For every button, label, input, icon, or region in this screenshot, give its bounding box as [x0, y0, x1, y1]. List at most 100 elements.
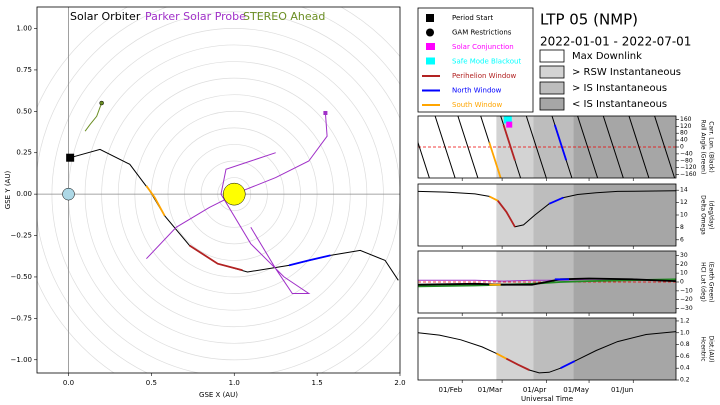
y-tick-label: 10	[680, 212, 688, 219]
series-line	[553, 124, 568, 161]
point	[99, 100, 104, 106]
region	[418, 184, 497, 246]
y-tick-label: 40	[680, 137, 688, 144]
region	[573, 184, 676, 246]
legend-label: Period Start	[452, 14, 493, 22]
title: LTP 05 (NMP)	[540, 11, 638, 29]
plot-frame	[417, 317, 677, 381]
legend-symbol	[426, 43, 435, 50]
series-line	[488, 195, 499, 202]
y-tick-label: 0	[680, 279, 684, 286]
series-line	[288, 254, 331, 267]
y-tick-label: −0.50	[11, 273, 32, 281]
region-swatch	[539, 49, 565, 63]
series-line	[418, 277, 676, 286]
region	[418, 318, 497, 380]
x-tick-label: 01/Mar	[478, 386, 503, 394]
y-tick-label: −10	[680, 287, 693, 294]
legend-box	[417, 7, 534, 113]
series-line	[548, 196, 564, 205]
x-tick-label: 01/Feb	[439, 386, 463, 394]
legend-symbol	[426, 28, 434, 37]
region-label: > RSW Instantaneous	[572, 67, 681, 78]
legend-label: GAM Restrictions	[452, 29, 512, 37]
y-axis-label: (deg/day)	[708, 200, 715, 229]
region-label: > IS Instantaneous	[572, 83, 667, 94]
point	[323, 110, 328, 115]
y-axis-label: GSE Y (AU)	[4, 171, 12, 210]
x-axis-label: Universal Time	[521, 395, 573, 403]
series-line	[488, 142, 502, 178]
series-line	[505, 357, 530, 371]
series-label: Solar Orbiter	[70, 10, 141, 23]
x-tick-label: 01/May	[563, 386, 589, 394]
point	[62, 187, 75, 201]
y-tick-label: −40	[680, 150, 693, 157]
x-axis-label: GSE X (AU)	[199, 391, 238, 399]
series-line	[560, 360, 576, 370]
point	[503, 116, 512, 124]
series-line	[189, 244, 243, 272]
series-line	[495, 352, 507, 360]
series-label: Parker Solar Probe	[145, 10, 246, 23]
x-tick-label: 0.0	[63, 379, 74, 387]
plot-area	[418, 184, 676, 246]
legend-label: North Window	[452, 87, 502, 95]
region-label: < IS Instantaneous	[572, 99, 667, 110]
y-tick-label: 1.2	[680, 317, 690, 324]
region	[533, 184, 574, 246]
y-tick-label: 0.50	[16, 107, 32, 115]
series-line	[146, 112, 328, 294]
y-axis-label: Dist.(AU)	[708, 336, 715, 363]
y-tick-label: −120	[680, 164, 697, 171]
y-tick-label: 0.6	[680, 353, 690, 360]
y-tick-label: 12	[680, 199, 688, 206]
region-swatch	[539, 97, 565, 111]
plot-area	[37, 7, 400, 373]
y-axis-label: Carr. Lon. (Black)	[708, 121, 715, 172]
y-tick-label: 0	[680, 144, 684, 151]
series-line	[502, 124, 516, 161]
region-label: Max Downlink	[572, 51, 642, 62]
y-tick-label: 80	[680, 130, 688, 137]
series-label: STEREO Ahead	[243, 10, 325, 23]
plot-area	[418, 318, 676, 380]
subtitle: 2022-01-01 - 2022-07-01	[540, 35, 691, 49]
x-tick-label: 01/Jun	[611, 386, 633, 394]
y-tick-label: 1.0	[680, 329, 690, 336]
y-tick-label: 30	[680, 252, 688, 259]
series-line	[84, 102, 103, 132]
series-line	[418, 190, 676, 228]
region	[533, 318, 574, 380]
y-tick-label: 160	[680, 116, 692, 123]
y-tick-label: −30	[680, 305, 693, 312]
y-tick-label: 10	[680, 270, 688, 277]
point	[506, 121, 513, 128]
series-line	[418, 331, 676, 374]
y-tick-label: −0.75	[11, 314, 32, 322]
y-tick-label: 0.00	[16, 190, 32, 198]
x-tick-label: 01/Apr	[523, 386, 546, 394]
y-tick-label: 0.2	[680, 377, 690, 384]
x-tick-label: 1.0	[229, 379, 240, 387]
series-line	[145, 185, 166, 217]
y-tick-label: 120	[680, 123, 692, 130]
series-line	[497, 200, 516, 228]
plot-frame	[36, 6, 401, 374]
region-swatch	[539, 81, 565, 95]
y-axis-label: Delta Omega	[700, 195, 707, 235]
y-tick-label: −20	[680, 296, 693, 303]
y-tick-label: 0.8	[680, 341, 690, 348]
x-tick-label: 1.5	[312, 379, 323, 387]
y-tick-label: 8	[680, 224, 684, 231]
region	[573, 318, 676, 380]
y-axis-label: HCI Lat (deg)	[700, 262, 707, 302]
x-tick-label: 2.0	[394, 379, 405, 387]
legend-symbol	[426, 14, 434, 22]
y-tick-label: −80	[680, 157, 693, 164]
plot-area	[418, 116, 676, 178]
region	[496, 318, 534, 380]
y-axis-label: (Earth Green)	[708, 262, 715, 303]
plot-area	[418, 251, 676, 313]
